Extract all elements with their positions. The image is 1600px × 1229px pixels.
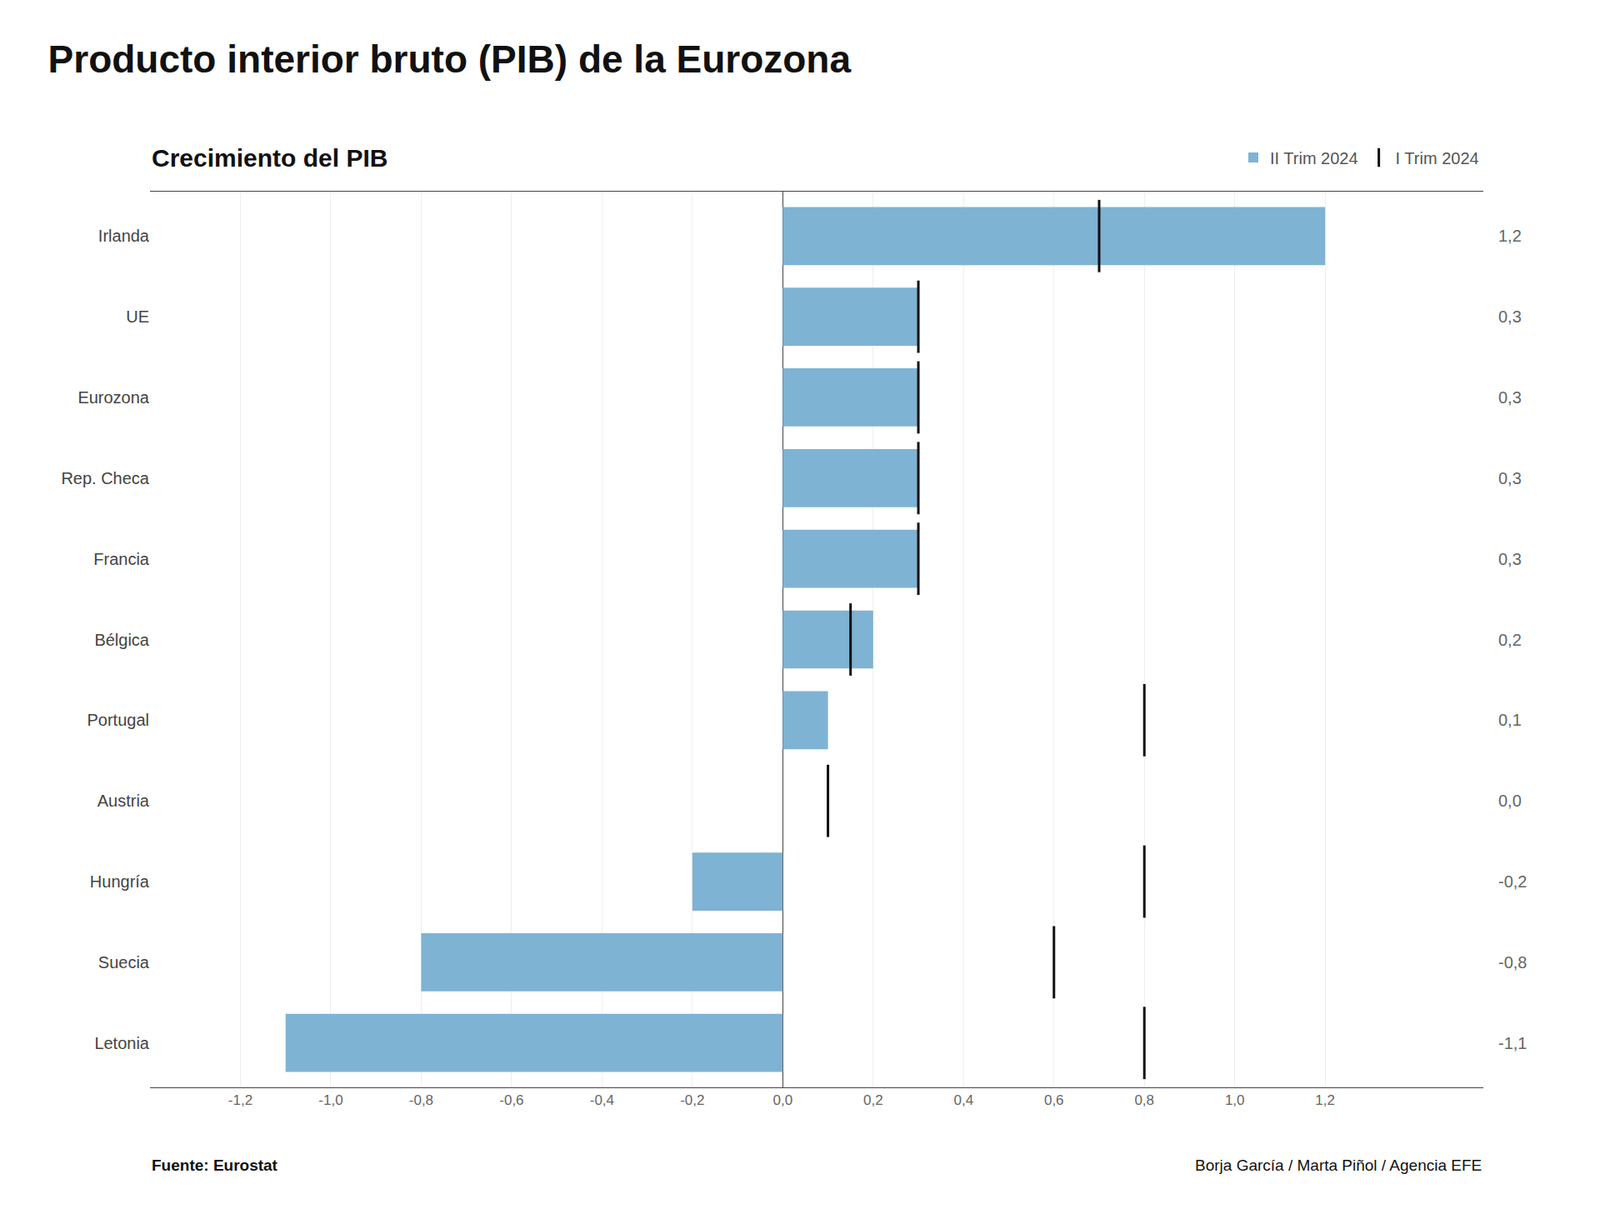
- svg-text:-0,4: -0,4: [590, 1092, 615, 1109]
- svg-text:0,3: 0,3: [1498, 388, 1522, 407]
- svg-text:0,2: 0,2: [1498, 630, 1522, 650]
- svg-text:0,3: 0,3: [1498, 307, 1522, 326]
- svg-text:Austria: Austria: [97, 791, 150, 810]
- svg-text:UE: UE: [125, 307, 150, 326]
- svg-text:-0,2: -0,2: [1498, 872, 1527, 891]
- svg-text:0,4: 0,4: [953, 1092, 974, 1109]
- svg-text:1,2: 1,2: [1315, 1092, 1335, 1109]
- svg-text:-0,8: -0,8: [1498, 953, 1527, 972]
- svg-text:Francia: Francia: [93, 550, 150, 569]
- svg-text:Borja García / Marta Piñol / A: Borja García / Marta Piñol / Agencia EFE: [1195, 1156, 1482, 1175]
- svg-text:Bélgica: Bélgica: [94, 630, 150, 650]
- svg-text:0,6: 0,6: [1044, 1092, 1065, 1109]
- svg-text:-0,6: -0,6: [499, 1092, 524, 1109]
- svg-text:-1,1: -1,1: [1498, 1034, 1527, 1053]
- svg-text:Fuente: Eurostat: Fuente: Eurostat: [151, 1156, 279, 1175]
- svg-text:Suecia: Suecia: [98, 953, 150, 972]
- svg-text:-1,2: -1,2: [228, 1092, 253, 1109]
- svg-text:I Trim 2024: I Trim 2024: [1395, 149, 1480, 168]
- svg-text:1,2: 1,2: [1498, 226, 1522, 245]
- svg-text:0,3: 0,3: [1498, 469, 1522, 488]
- svg-text:-0,2: -0,2: [680, 1092, 705, 1109]
- svg-text:Producto interior bruto (PIB): Producto interior bruto (PIB) de la Euro…: [48, 37, 852, 81]
- svg-text:Irlanda: Irlanda: [98, 226, 150, 245]
- svg-text:0,2: 0,2: [863, 1092, 884, 1109]
- svg-text:0,3: 0,3: [1498, 550, 1522, 569]
- svg-text:0,0: 0,0: [772, 1092, 793, 1109]
- svg-text:Hungría: Hungría: [90, 872, 150, 891]
- svg-text:-0,8: -0,8: [409, 1092, 434, 1109]
- svg-text:II Trim 2024: II Trim 2024: [1270, 149, 1359, 168]
- svg-text:Rep. Checa: Rep. Checa: [60, 469, 150, 488]
- svg-text:Crecimiento del PIB: Crecimiento del PIB: [151, 144, 388, 172]
- svg-text:0,0: 0,0: [1498, 791, 1522, 810]
- svg-text:0,1: 0,1: [1498, 710, 1522, 730]
- svg-text:Portugal: Portugal: [87, 710, 150, 730]
- svg-text:-1,0: -1,0: [318, 1092, 343, 1109]
- svg-text:0,8: 0,8: [1134, 1092, 1155, 1109]
- svg-text:Letonia: Letonia: [94, 1034, 150, 1053]
- svg-text:Eurozona: Eurozona: [77, 388, 150, 407]
- svg-text:1,0: 1,0: [1225, 1092, 1245, 1109]
